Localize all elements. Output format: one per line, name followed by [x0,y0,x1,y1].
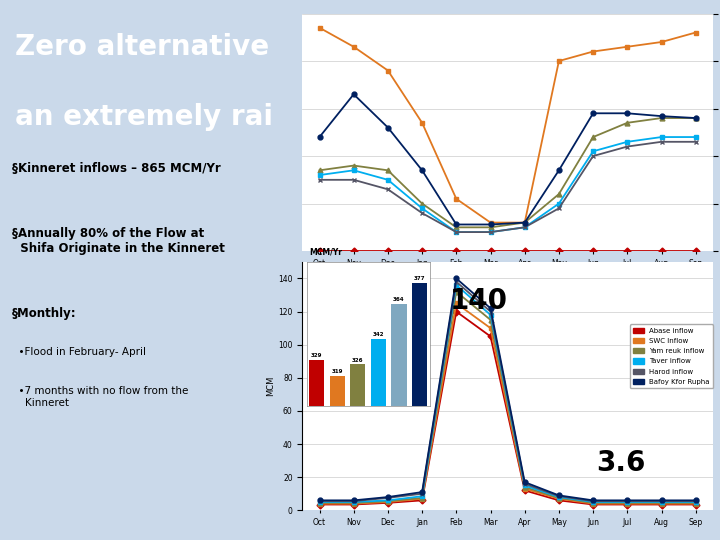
Text: Zero alternative: Zero alternative [15,33,269,61]
Text: §Kinneret inflows – 865 MCM/Yr: §Kinneret inflows – 865 MCM/Yr [12,162,221,175]
Y-axis label: MCM: MCM [266,376,275,396]
Text: 3.6: 3.6 [596,449,646,477]
Text: •Flood in February- April: •Flood in February- April [12,347,146,356]
Text: 140: 140 [449,287,508,315]
Text: •7 months with no flow from the
    Kinneret: •7 months with no flow from the Kinneret [12,387,189,408]
Legend: Abase inflow, SWC Inflow, Yam reuk inflow, Taver inflow, Harod inflow, Bafoy Kfo: Abase inflow, SWC Inflow, Yam reuk inflo… [630,324,714,388]
Text: an extremely rai: an extremely rai [15,103,273,131]
Text: §Monthly:: §Monthly: [12,307,76,320]
Text: §Annually 80% of the Flow at
  Shifa Originate in the Kinneret: §Annually 80% of the Flow at Shifa Origi… [12,227,225,255]
